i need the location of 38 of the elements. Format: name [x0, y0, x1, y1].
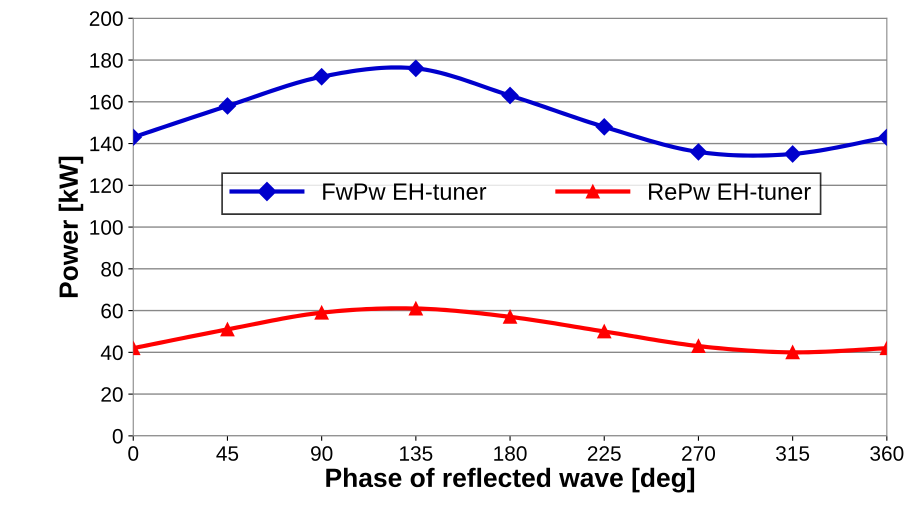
point [597, 324, 612, 338]
y-tick-label: 180 [90, 53, 123, 68]
y-tick-label: 60 [101, 304, 123, 318]
x-tick-label: 90 [311, 446, 332, 461]
y-axis-title: Power [kW] [58, 156, 84, 298]
legend-label: RePw EH-tuner [649, 184, 811, 200]
point [691, 339, 706, 354]
point [314, 306, 329, 320]
point [596, 118, 613, 136]
y-tick-label: 160 [90, 94, 123, 110]
point [690, 143, 707, 160]
y-tick-label: 40 [100, 345, 123, 360]
y-tick-label: 200 [90, 11, 123, 26]
legend-label: FwPw EH-tuner [323, 184, 486, 200]
y-tick-label: 20 [101, 387, 123, 402]
x-tick-label: 45 [216, 446, 238, 461]
x-tick-label: 0 [128, 446, 138, 461]
x-tick-label: 180 [494, 446, 527, 461]
point [313, 68, 330, 86]
point [786, 345, 800, 360]
y-tick-label: 120 [90, 178, 123, 194]
point [503, 310, 517, 324]
x-tick-label: 135 [400, 446, 432, 461]
y-tick-label: 0 [112, 428, 123, 444]
x-axis-title: Phase of reflected wave [deg] [326, 468, 694, 493]
y-tick-label: 100 [90, 220, 123, 235]
point [784, 145, 802, 163]
point [408, 302, 423, 316]
x-tick-label: 270 [682, 446, 716, 461]
y-tick-label: 140 [90, 136, 123, 152]
x-tick-label: 360 [870, 446, 904, 461]
point [407, 60, 424, 77]
x-tick-label: 225 [588, 446, 621, 461]
y-tick-label: 80 [101, 262, 123, 277]
point [218, 97, 236, 115]
point [501, 86, 519, 104]
x-tick-label: 315 [776, 446, 810, 461]
point [220, 322, 234, 336]
